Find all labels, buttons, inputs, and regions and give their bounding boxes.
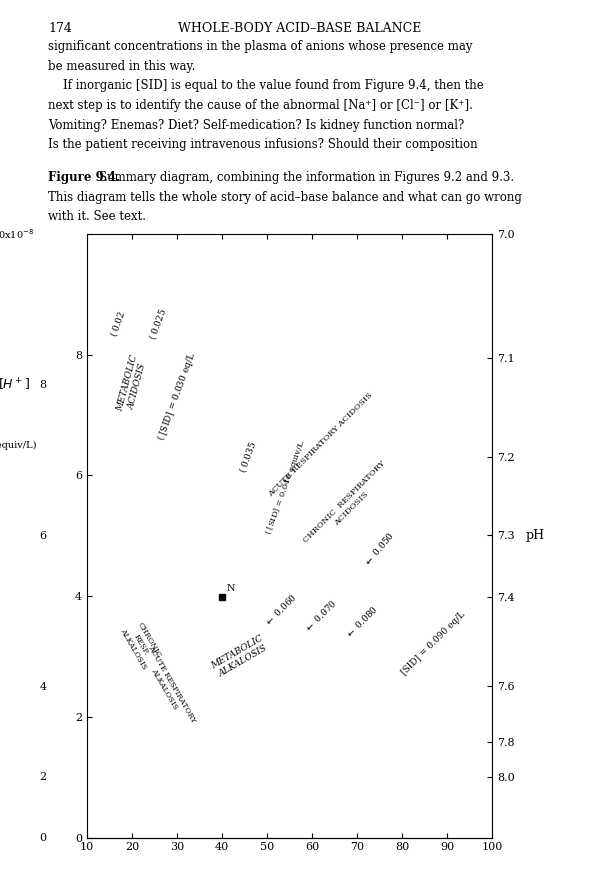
Text: METABOLIC
ACIDOSIS: METABOLIC ACIDOSIS <box>115 354 149 415</box>
Y-axis label: pH: pH <box>526 529 545 542</box>
Text: Is the patient receiving intravenous infusions? Should their composition: Is the patient receiving intravenous inf… <box>48 138 478 151</box>
Text: 6: 6 <box>40 531 47 541</box>
Text: $\langle$ 0.025: $\langle$ 0.025 <box>148 307 170 342</box>
Text: ACUTE RESPIRATORY ACIDOSIS: ACUTE RESPIRATORY ACIDOSIS <box>267 391 375 499</box>
Text: 4: 4 <box>40 682 47 691</box>
Text: with it. See text.: with it. See text. <box>48 210 146 224</box>
Text: $\langle$ [SID] = 0.030 eq/L: $\langle$ [SID] = 0.030 eq/L <box>155 350 199 443</box>
Text: $\langle$ 0.035: $\langle$ 0.035 <box>238 439 260 475</box>
Text: $\leftarrow$ 0.060: $\leftarrow$ 0.060 <box>262 592 299 628</box>
Text: 174: 174 <box>48 22 72 36</box>
Text: significant concentrations in the plasma of anions whose presence may: significant concentrations in the plasma… <box>48 40 473 53</box>
Text: Vomiting? Enemas? Diet? Self-medication? Is kidney function normal?: Vomiting? Enemas? Diet? Self-medication?… <box>48 119 464 132</box>
Text: 0: 0 <box>40 832 47 843</box>
Text: Figure 9.4.: Figure 9.4. <box>48 171 120 184</box>
Text: next step is to identify the cause of the abnormal [Na⁺] or [Cl⁻] or [K⁺].: next step is to identify the cause of th… <box>48 99 473 112</box>
Text: 2: 2 <box>40 772 47 782</box>
Text: $[H^+]$: $[H^+]$ <box>0 377 30 393</box>
Text: 10x10$^{-8}$: 10x10$^{-8}$ <box>0 227 34 241</box>
Text: CHRONIC
RESP.
ALKALOSIS: CHRONIC RESP. ALKALOSIS <box>118 617 164 671</box>
Text: $\langle$ [SID] = 0.040 equiv/L: $\langle$ [SID] = 0.040 equiv/L <box>262 437 308 536</box>
Text: [SID] = 0.090 eq/L: [SID] = 0.090 eq/L <box>400 609 467 676</box>
Text: 8: 8 <box>40 380 47 389</box>
Text: This diagram tells the whole story of acid–base balance and what can go wrong: This diagram tells the whole story of ac… <box>48 191 522 204</box>
Text: If inorganic [SID] is equal to the value found from Figure 9.4, then the: If inorganic [SID] is equal to the value… <box>48 79 484 93</box>
Text: N: N <box>227 584 235 593</box>
Text: $\leftarrow$ 0.070: $\leftarrow$ 0.070 <box>302 597 340 634</box>
Text: $\leftarrow$ 0.050: $\leftarrow$ 0.050 <box>362 529 397 568</box>
Text: CHRONIC  RESPIRATORY
ACIDOSIS: CHRONIC RESPIRATORY ACIDOSIS <box>302 460 394 552</box>
Text: Summary diagram, combining the information in Figures 9.2 and 9.3.: Summary diagram, combining the informati… <box>99 171 514 184</box>
Text: (equiv/L): (equiv/L) <box>0 440 37 450</box>
Text: ACUTE RESPIRATORY
ALKALOSIS: ACUTE RESPIRATORY ALKALOSIS <box>139 644 197 729</box>
Text: $\leftarrow$ 0.080: $\leftarrow$ 0.080 <box>343 603 380 641</box>
Text: WHOLE-BODY ACID–BASE BALANCE: WHOLE-BODY ACID–BASE BALANCE <box>178 22 422 36</box>
Text: METABOLIC
ALKALOSIS: METABOLIC ALKALOSIS <box>210 634 270 680</box>
Text: be measured in this way.: be measured in this way. <box>48 60 196 73</box>
Text: $\langle$ 0.02: $\langle$ 0.02 <box>109 309 128 339</box>
